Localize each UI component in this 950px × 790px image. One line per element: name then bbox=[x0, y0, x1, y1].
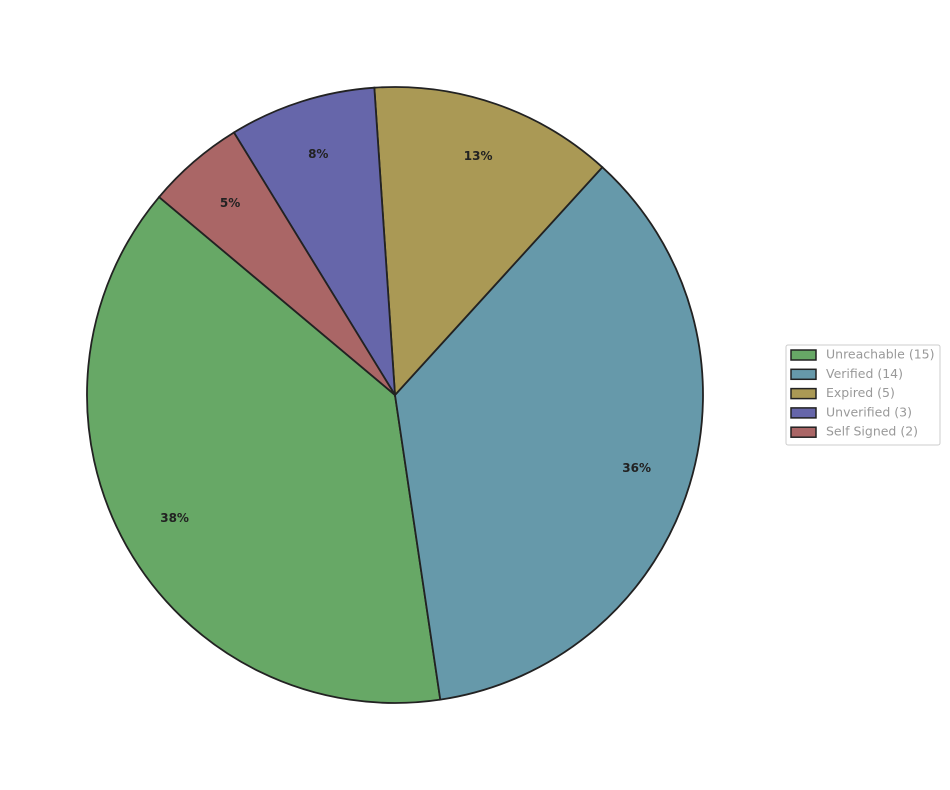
legend-swatch bbox=[790, 407, 817, 419]
slice-label: 8% bbox=[308, 147, 328, 161]
legend-label: Verified (14) bbox=[826, 366, 903, 381]
slice-label: 36% bbox=[622, 461, 651, 475]
legend-label: Expired (5) bbox=[826, 385, 895, 400]
legend-swatch bbox=[790, 426, 817, 438]
slice-label: 5% bbox=[220, 196, 240, 210]
pie-slice bbox=[157, 131, 396, 396]
legend-box bbox=[785, 344, 941, 446]
legend-swatch bbox=[790, 368, 817, 381]
legend-swatch bbox=[790, 349, 817, 361]
legend-swatch bbox=[790, 387, 817, 400]
legend-label: Unreachable (15) bbox=[826, 347, 934, 362]
slice-label: 38% bbox=[160, 511, 189, 525]
legend-label: Unverified (3) bbox=[826, 404, 912, 419]
pie-slice bbox=[373, 86, 604, 398]
pie-slice bbox=[86, 195, 442, 704]
slice-label: 13% bbox=[464, 149, 493, 163]
pie-slice bbox=[232, 86, 396, 396]
pie-slice bbox=[394, 165, 704, 701]
legend-label: Self Signed (2) bbox=[826, 424, 918, 439]
